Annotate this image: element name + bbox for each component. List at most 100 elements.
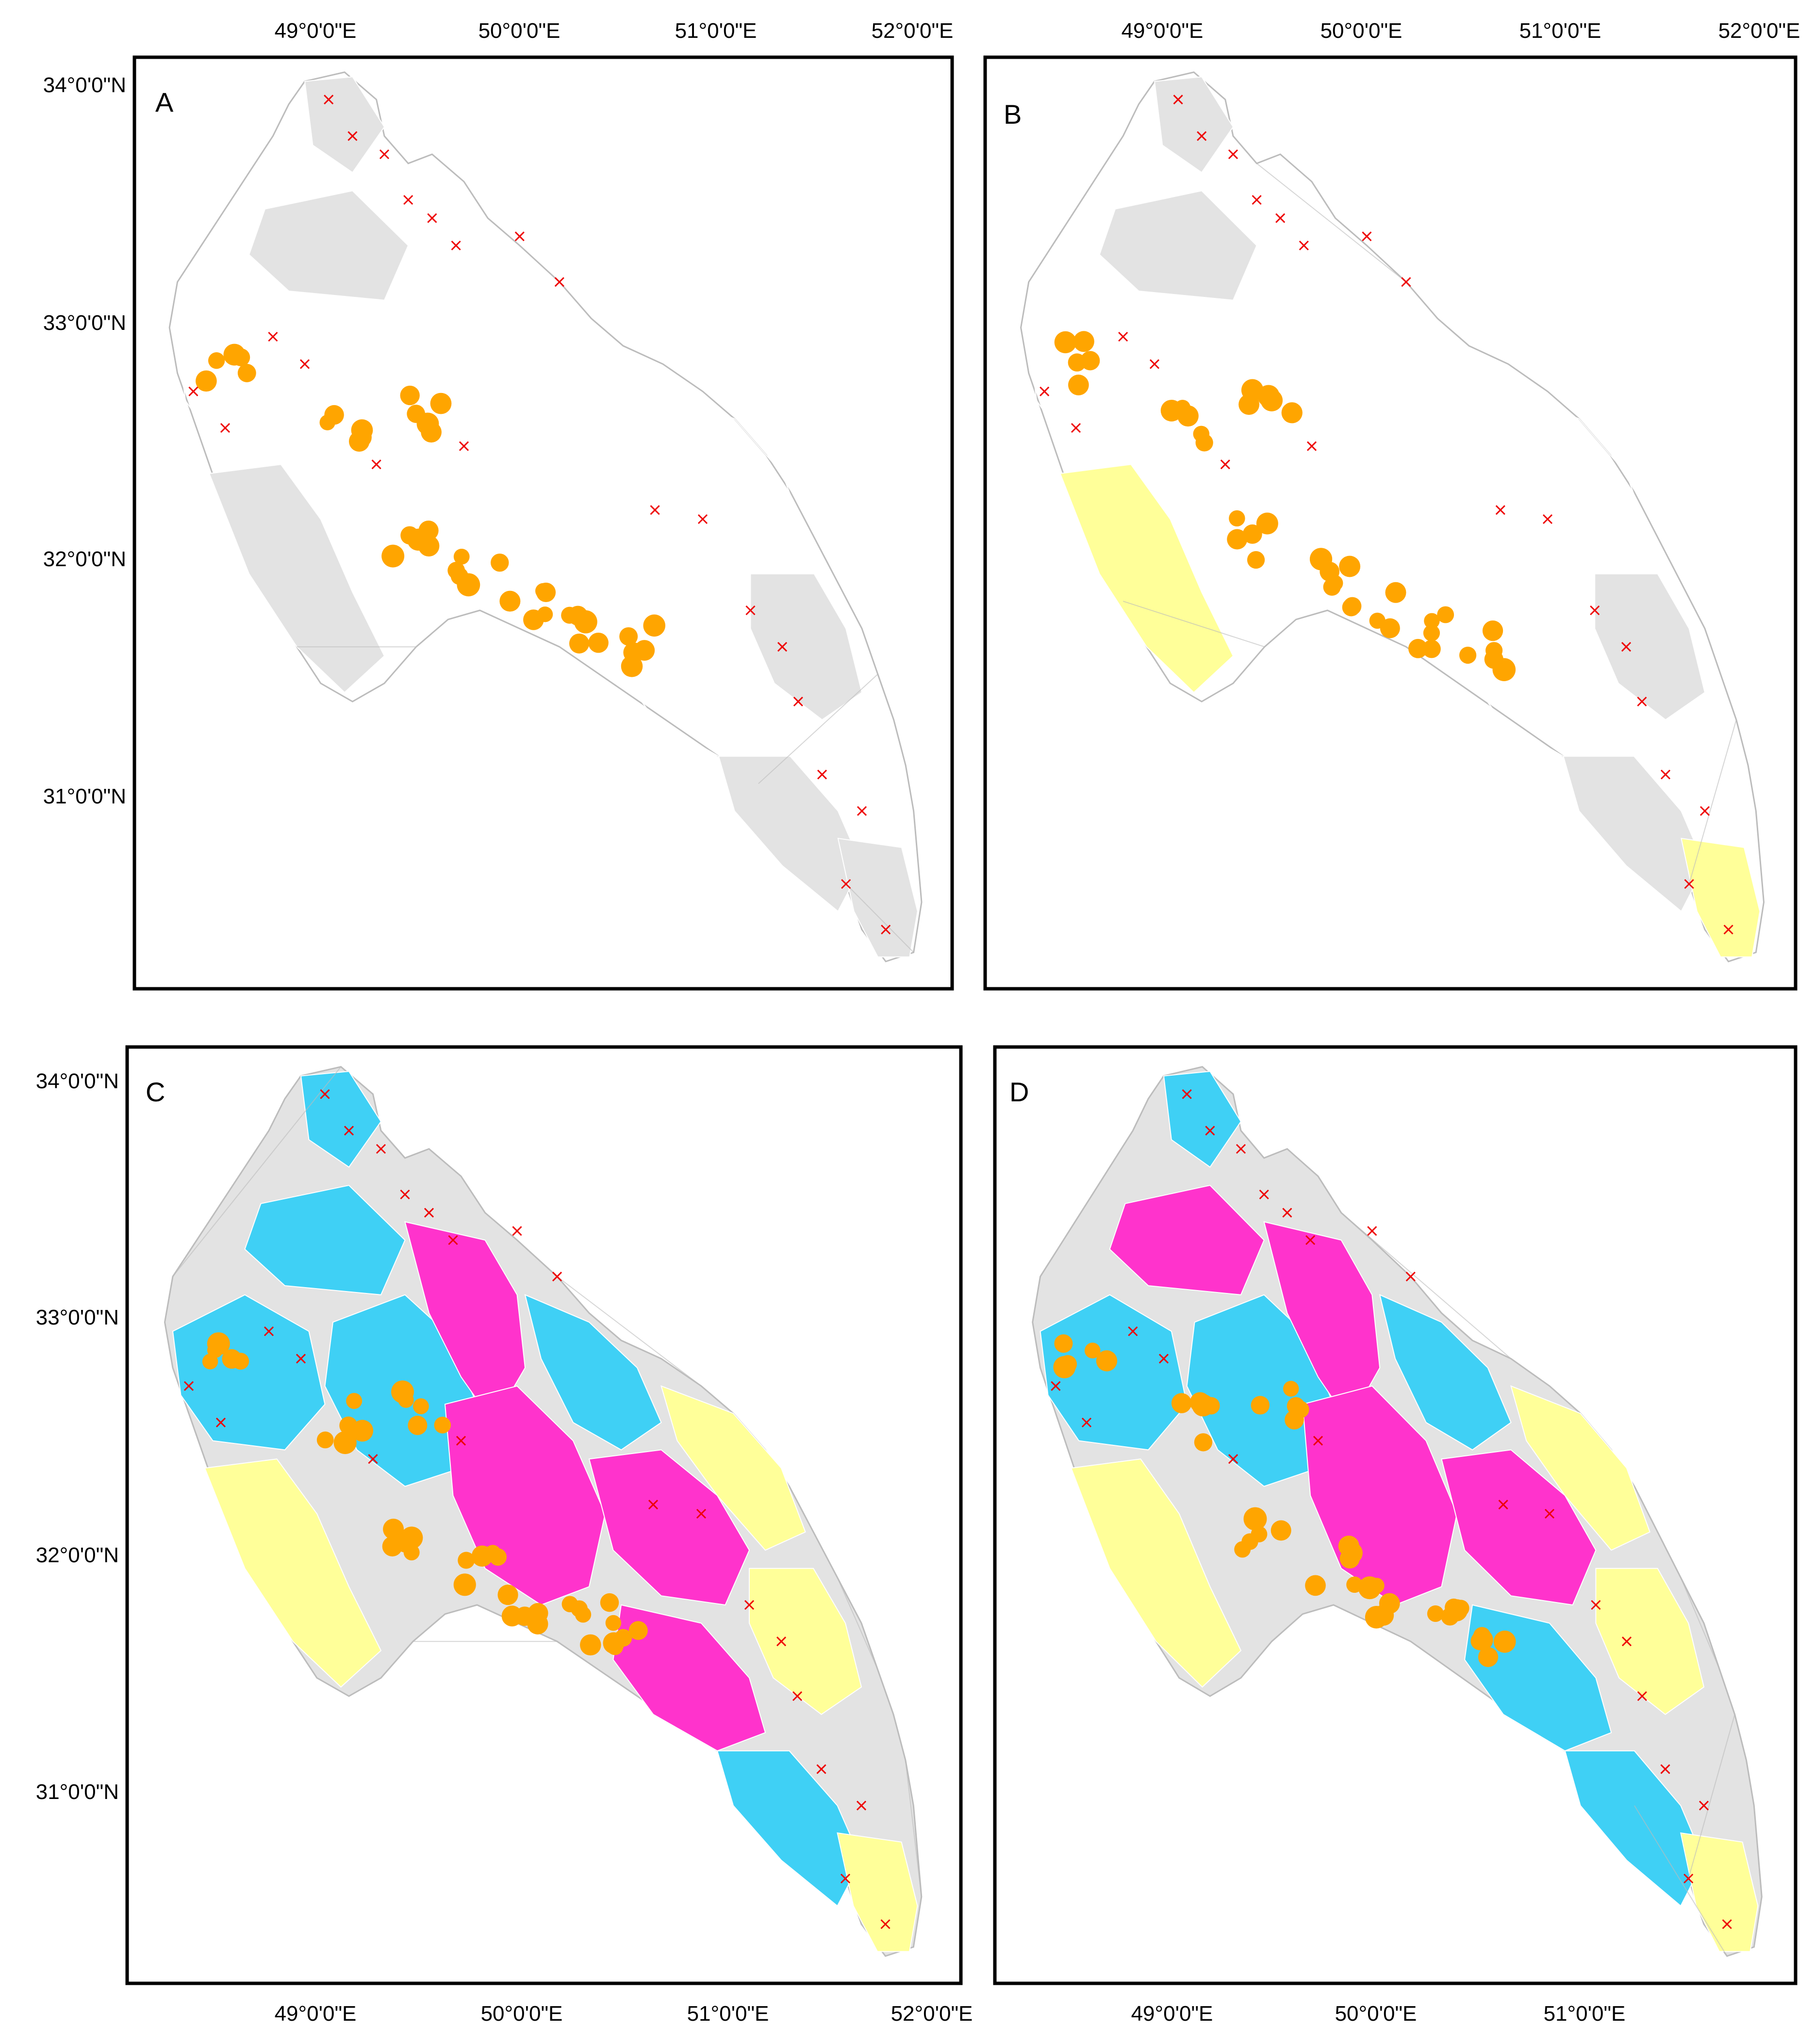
lat-axis-a: 34°0'0"N 33°0'0"N 32°0'0"N 31°0'0"N <box>43 73 126 808</box>
observation-point <box>1234 1541 1251 1558</box>
observation-point <box>223 343 246 366</box>
lon-label: 51°0'0"E <box>1519 19 1601 43</box>
observation-point <box>1427 1605 1444 1622</box>
station-cross-marker <box>1259 1189 1269 1200</box>
observation-point <box>471 1545 493 1567</box>
station-cross-marker <box>344 1126 354 1136</box>
map-area-b <box>1020 71 1765 963</box>
observation-point <box>412 1398 429 1414</box>
observation-point <box>1247 551 1265 569</box>
observation-point <box>1195 434 1213 452</box>
observation-point <box>574 610 597 634</box>
observation-point <box>1080 351 1100 371</box>
observation-point <box>623 642 644 663</box>
station-cross-marker <box>512 1226 522 1236</box>
observation-point <box>400 385 420 406</box>
sub-basin-w2 <box>204 1458 382 1688</box>
station-cross-marker <box>744 1600 755 1610</box>
station-cross-marker <box>379 149 390 160</box>
sub-basin-nw2 <box>1099 190 1257 301</box>
lat-label: 34°0'0"N <box>43 73 126 97</box>
lat-label: 32°0'0"N <box>43 547 126 571</box>
observation-point <box>1385 582 1406 603</box>
sub-basin-e1 <box>591 455 751 611</box>
station-cross-marker <box>880 1919 891 1930</box>
station-cross-marker <box>299 359 310 369</box>
station-cross-marker <box>1684 879 1694 889</box>
observation-point <box>1365 1605 1388 1629</box>
observation-point <box>1160 399 1183 422</box>
station-cross-marker <box>552 1272 562 1282</box>
station-cross-marker <box>1282 1208 1292 1218</box>
lat-label: 32°0'0"N <box>36 1543 119 1567</box>
station-cross-marker <box>368 1454 378 1464</box>
station-cross-marker <box>696 1508 707 1519</box>
observation-point <box>1369 1578 1385 1594</box>
sub-basin-boundary <box>905 1760 922 1897</box>
sub-basin-boundary <box>172 1066 342 1277</box>
station-cross-marker <box>456 1436 466 1446</box>
station-cross-marker <box>1128 1326 1138 1337</box>
observation-point <box>1242 524 1262 544</box>
observation-point <box>208 352 225 369</box>
observation-point <box>1096 1350 1118 1372</box>
map-panel-c: C 34°0'0"N 33°0'0"N 32°0'0"N 31°0'0"N 49… <box>36 1045 973 2026</box>
lat-axis-c: 34°0'0"N 33°0'0"N 32°0'0"N 31°0'0"N <box>36 1069 119 1804</box>
station-cross-marker <box>1197 131 1207 141</box>
sub-basin-e1 <box>1441 1449 1597 1606</box>
station-cross-marker <box>400 1189 410 1200</box>
sub-basin-nw2 <box>1109 1185 1265 1295</box>
observation-point <box>324 405 344 425</box>
sub-basin-boundary <box>845 883 914 953</box>
sub-basin-c4 <box>524 1294 662 1451</box>
map-panel-d: D 49°0'0"E 50°0'0"E 51°0'0"E <box>993 1045 1798 2026</box>
observation-point <box>1243 1507 1267 1531</box>
station-cross-marker <box>1367 1226 1377 1236</box>
observation-point <box>528 1603 548 1623</box>
station-cross-marker <box>1051 1381 1061 1391</box>
station-cross-marker <box>857 806 867 816</box>
lon-label: 52°0'0"E <box>872 19 954 43</box>
sub-basin-w2 <box>208 464 385 693</box>
station-cross-marker <box>1306 441 1317 451</box>
sub-basin-se2 <box>837 1832 918 1952</box>
observation-point <box>523 609 544 630</box>
station-cross-marker <box>220 423 231 433</box>
observation-point <box>489 1548 507 1566</box>
station-cross-marker <box>856 1800 867 1811</box>
observation-point <box>1470 1632 1489 1651</box>
station-cross-marker <box>881 924 891 935</box>
sub-basin-nw1 <box>1163 1071 1242 1168</box>
observation-point <box>1327 575 1343 591</box>
observation-point <box>1227 529 1248 550</box>
station-cross-marker <box>183 1381 194 1391</box>
observation-point <box>316 1431 334 1449</box>
sub-basin-boundary <box>1688 1714 1735 1879</box>
station-cross-marker <box>1637 696 1647 707</box>
station-cross-marker <box>840 1873 851 1884</box>
observation-point <box>580 1634 601 1656</box>
station-cross-marker <box>424 1208 434 1218</box>
sub-basin-e2 <box>1510 1385 1650 1551</box>
observation-point <box>1478 1647 1499 1668</box>
station-cross-marker <box>347 131 358 141</box>
station-cross-marker <box>1182 1089 1192 1099</box>
observation-point <box>605 1615 622 1631</box>
observation-point <box>453 1573 476 1596</box>
station-cross-marker <box>1362 231 1372 242</box>
observation-point <box>1437 606 1454 623</box>
station-cross-marker <box>650 505 660 515</box>
lat-label: 31°0'0"N <box>43 785 126 808</box>
sub-basin-e4 <box>749 1568 862 1715</box>
observation-point <box>1343 597 1362 616</box>
sub-basin-w1 <box>1028 299 1179 456</box>
observation-point <box>603 1632 625 1654</box>
observation-point <box>346 1393 363 1409</box>
station-cross-marker <box>1544 1508 1555 1519</box>
station-cross-marker <box>371 459 381 470</box>
observation-point <box>1309 548 1333 571</box>
observation-point <box>418 535 440 557</box>
lon-label: 51°0'0"E <box>687 2002 769 2026</box>
sub-basin-boundary <box>837 1577 878 1669</box>
